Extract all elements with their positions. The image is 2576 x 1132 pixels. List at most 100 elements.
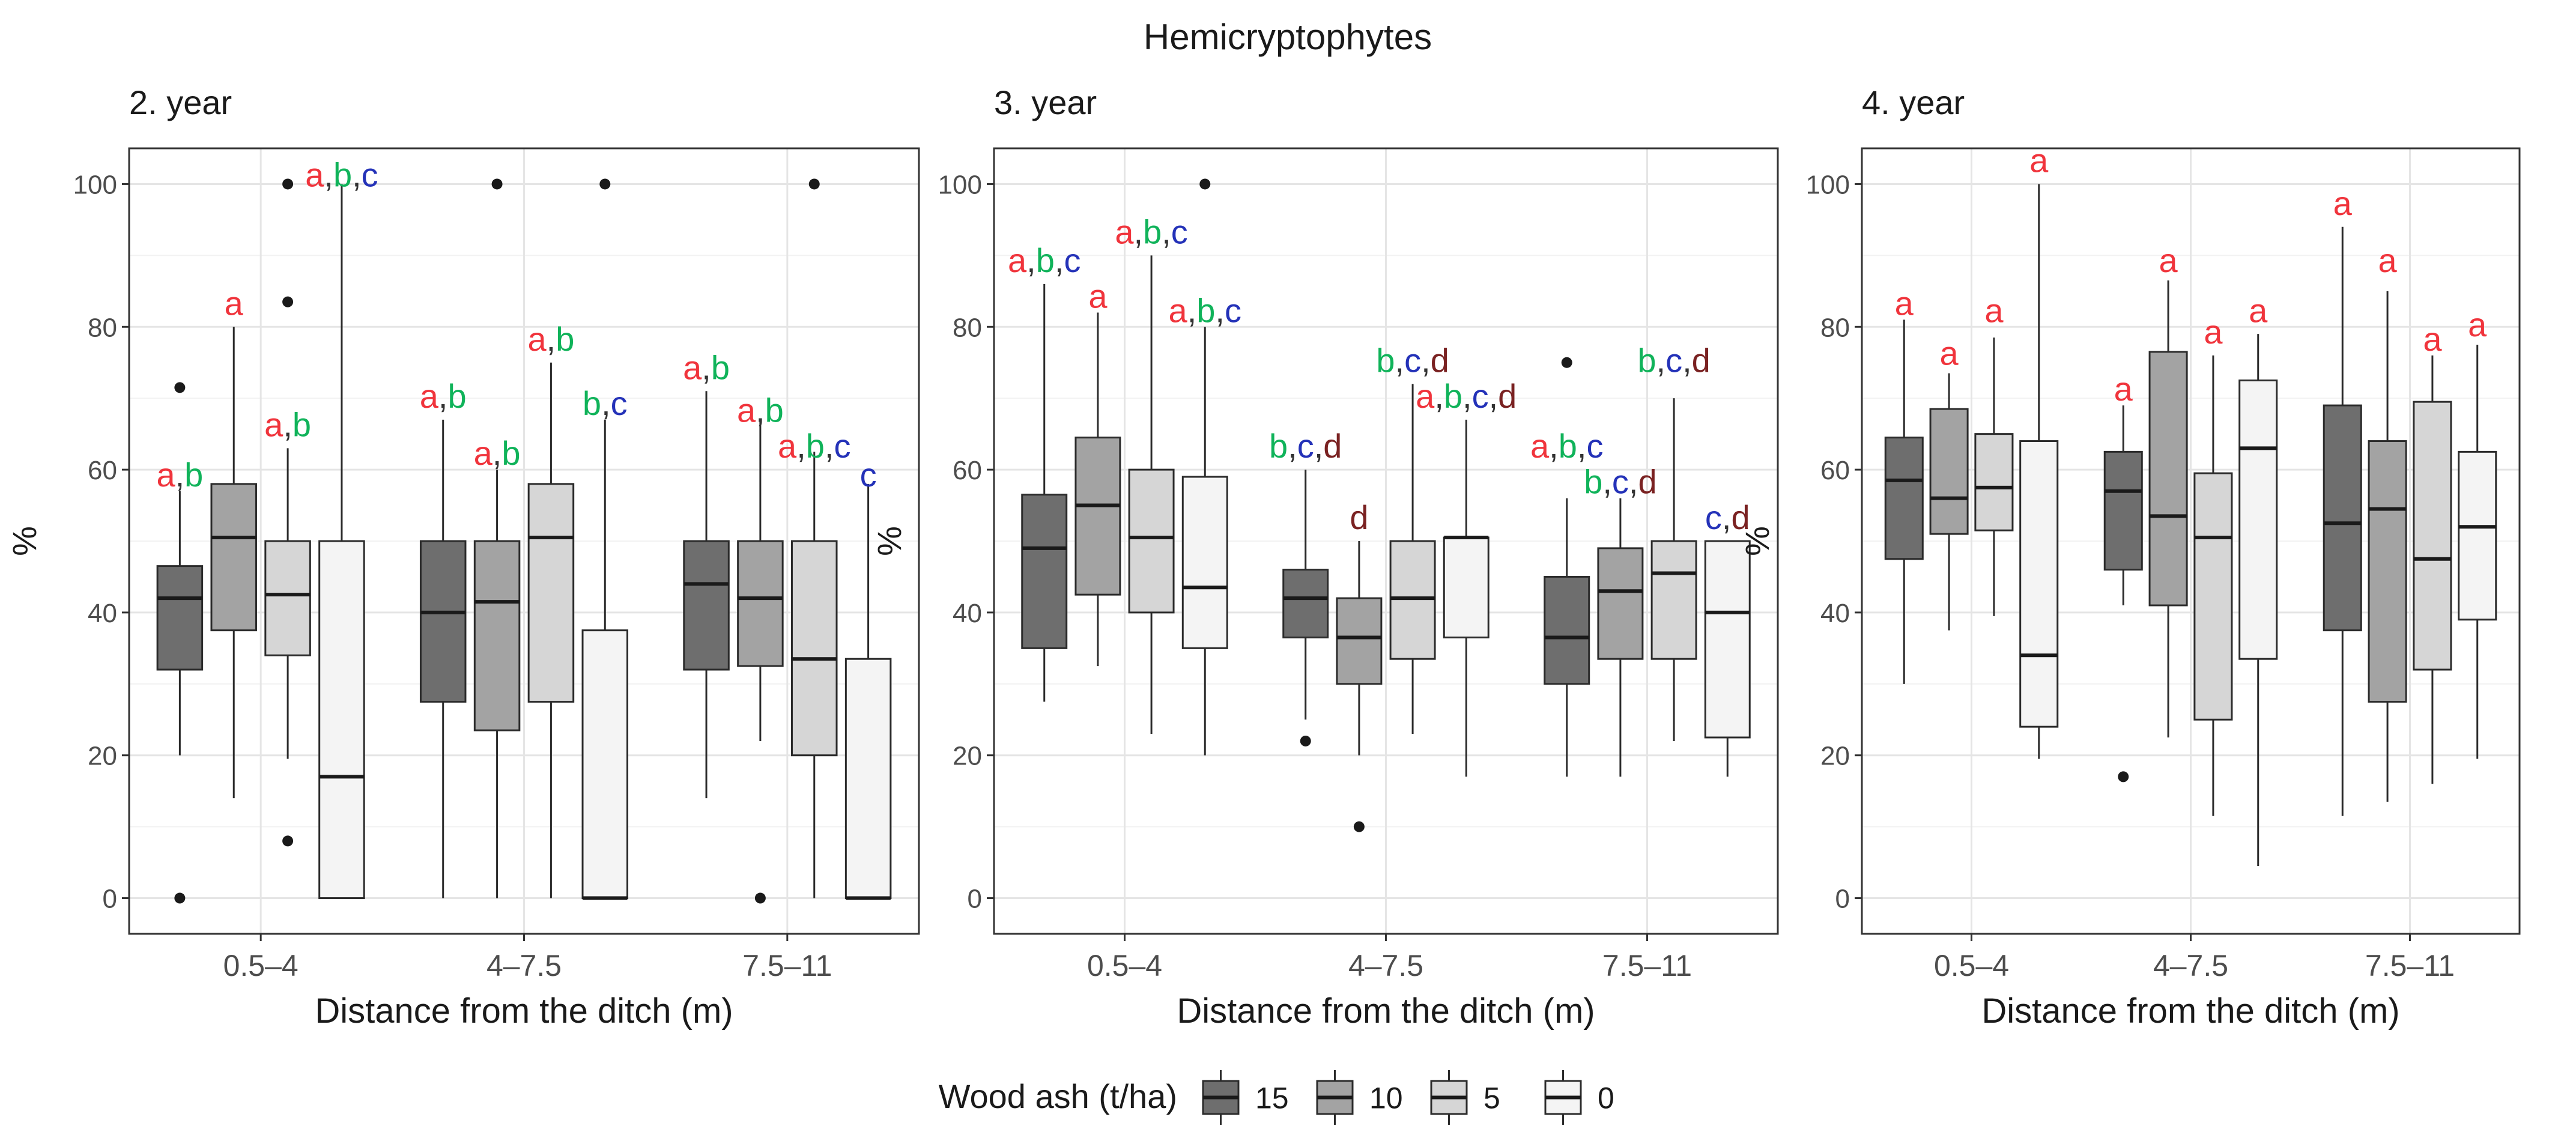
box-iqr (2238, 379, 2278, 660)
significance-letters: a,b (420, 377, 467, 415)
y-tick-label: 60 (953, 456, 982, 485)
box-iqr (1650, 540, 1697, 660)
significance-letters: c,d (1705, 498, 1750, 536)
x-axis-label: Distance from the ditch (m) (1177, 991, 1595, 1031)
y-tick-label: 60 (1820, 456, 1850, 485)
box-7.5–11-5: a,b,c (778, 178, 850, 898)
y-tick-label: 40 (88, 599, 117, 628)
box-iqr (473, 540, 521, 731)
significance-letters: a (1895, 284, 1914, 322)
box-4–7.5-10: a,b (474, 178, 521, 898)
x-tick-label: 0.5–4 (223, 949, 299, 982)
significance-letters: a (2249, 291, 2268, 329)
legend-label: 0 (1598, 1082, 1614, 1115)
box-iqr (737, 540, 784, 667)
significance-letters: a,b,c (1115, 213, 1187, 250)
y-tick-label: 0 (103, 885, 117, 914)
legend-entry-0: 0 (1544, 1070, 1614, 1125)
y-tick-label: 20 (1820, 742, 1850, 771)
box-7.5–11-10: a (2368, 241, 2407, 802)
box-iqr (1336, 597, 1383, 685)
box-4–7.5-15: a (2103, 370, 2143, 782)
box-iqr (156, 565, 204, 671)
box-4–7.5-15: b,c,d (1269, 427, 1342, 746)
box-0.5–4-10: a (1074, 277, 1121, 667)
box-iqr (1128, 468, 1175, 614)
significance-letters: a (2029, 142, 2049, 180)
significance-letters: a (2468, 306, 2487, 344)
box-4–7.5-0: a,b,c,d (1416, 377, 1517, 777)
box-7.5–11-10: b,c,d (1584, 463, 1657, 777)
box-4–7.5-15: a,b (420, 377, 467, 898)
y-tick-label: 80 (953, 313, 982, 342)
x-tick-label: 4–7.5 (1348, 949, 1423, 982)
box-iqr (1021, 494, 1068, 649)
significance-letters: a (2423, 320, 2442, 358)
legend: Wood ash (t/ha) 15 10 5 0 (939, 1070, 1614, 1125)
legend-entry-10: 10 (1316, 1070, 1403, 1125)
outlier-point (282, 296, 294, 307)
significance-letters: b,c,d (1269, 427, 1342, 465)
box-0.5–4-0: a,b,c (305, 156, 378, 900)
outlier-point (1353, 821, 1365, 832)
y-tick-label: 100 (1806, 170, 1850, 199)
box-4–7.5-5: b,c,d (1376, 342, 1449, 734)
x-tick-label: 0.5–4 (1087, 949, 1162, 982)
outlier-point (282, 835, 294, 847)
y-axis-label: % (1738, 526, 1776, 556)
panel-title: 4. year (1862, 83, 1965, 121)
significance-letters: a (1088, 277, 1108, 315)
x-axis-label: Distance from the ditch (m) (315, 991, 733, 1031)
panel-2: 3. year020406080100%a,b,caa,b,ca,b,c0.5–… (870, 83, 1779, 1031)
box-iqr (844, 658, 892, 900)
box-7.5–11-15: a,b,c (1530, 357, 1603, 777)
box-iqr (791, 540, 838, 757)
y-tick-label: 40 (953, 599, 982, 628)
y-tick-label: 20 (953, 742, 982, 771)
panel-border (993, 147, 1779, 935)
significance-letters: a (1984, 291, 2004, 329)
box-iqr (1282, 569, 1329, 639)
box-4–7.5-10: a (2148, 241, 2188, 737)
box-0.5–4-15: a,b (156, 382, 204, 904)
box-iqr (210, 483, 257, 632)
panel-1: 2. year020406080100%a,baa,ba,b,c0.5–4a,b… (5, 83, 920, 1031)
box-iqr (1704, 540, 1751, 739)
legend-entry-5: 5 (1430, 1070, 1500, 1125)
box-7.5–11-0: c,d (1704, 498, 1751, 777)
box-iqr (581, 629, 629, 900)
y-axis-label: % (870, 526, 908, 556)
significance-letters: a,b,c (1530, 427, 1603, 465)
significance-letters: b,c,d (1584, 463, 1656, 501)
box-4–7.5-0: a (2238, 291, 2278, 867)
box-0.5–4-15: a,b,c (1008, 241, 1080, 702)
box-0.5–4-5: a (1974, 291, 2014, 616)
box-iqr (2148, 351, 2188, 607)
box-iqr (318, 540, 365, 900)
significance-letters: a (1940, 334, 1959, 372)
outlier-point (174, 382, 186, 393)
panel-title: 3. year (994, 83, 1097, 121)
legend-title: Wood ash (t/ha) (939, 1077, 1177, 1115)
y-tick-label: 100 (938, 170, 982, 199)
box-iqr (419, 540, 467, 703)
box-iqr (2193, 472, 2233, 721)
outlier-point (2118, 771, 2129, 782)
box-7.5–11-5: b,c,d (1637, 342, 1711, 741)
outlier-point (491, 178, 503, 190)
significance-letters: a (2378, 241, 2398, 279)
box-iqr (2019, 440, 2059, 728)
box-0.5–4-10: a (210, 284, 257, 799)
box-iqr (1929, 408, 1969, 535)
box-iqr (1443, 536, 1490, 639)
panel-border (128, 147, 920, 935)
y-axis-label: % (5, 526, 43, 556)
significance-letters: a (2159, 241, 2178, 279)
x-tick-label: 0.5–4 (1934, 949, 2009, 982)
significance-letters: a,b,c (305, 156, 378, 193)
legend-label: 10 (1369, 1082, 1403, 1115)
box-iqr (2323, 404, 2362, 632)
figure-title: Hemicryptophytes (1144, 17, 1432, 57)
panels-layer: 2. year020406080100%a,baa,ba,b,c0.5–4a,b… (5, 83, 2521, 1031)
x-tick-label: 7.5–11 (1602, 949, 1692, 982)
